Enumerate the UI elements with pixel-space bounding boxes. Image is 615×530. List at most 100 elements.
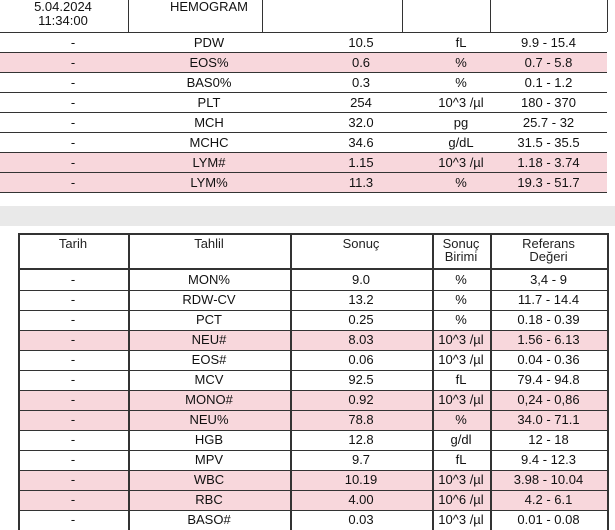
cell: 0.04 - 0.36	[517, 352, 580, 367]
header-cell: Tahlil	[194, 236, 224, 251]
cell-border	[490, 0, 491, 32]
cell: 78.8	[348, 412, 374, 427]
cell: fL	[455, 372, 467, 387]
row-border	[18, 490, 608, 491]
cell: 10^3 /µl	[438, 332, 484, 347]
cell: -	[70, 392, 76, 407]
cell: 1.56 - 6.13	[517, 332, 580, 347]
cell: 0.92	[348, 392, 374, 407]
cell: EOS#	[191, 352, 227, 367]
cell-border	[262, 0, 263, 32]
cell: -	[70, 492, 76, 507]
row-highlight	[0, 172, 607, 192]
cell: 1.15	[348, 155, 374, 170]
cell: 3.98 - 10.04	[513, 472, 584, 487]
cell: -	[70, 55, 76, 70]
header-cell: Değeri	[529, 249, 568, 264]
cell: NEU%	[189, 412, 229, 427]
cell: PCT	[196, 312, 222, 327]
row-highlight	[18, 490, 607, 510]
cell: 0.03	[348, 512, 374, 527]
cell: fL	[455, 452, 467, 467]
cell: -	[70, 332, 76, 347]
cell: LYM#	[192, 155, 226, 170]
cell: -	[70, 75, 76, 90]
cell: %	[455, 75, 467, 90]
cell: 0,24 - 0,86	[517, 392, 580, 407]
cell: 10^3 /µl	[438, 155, 484, 170]
cell: 12 - 18	[528, 432, 569, 447]
row-highlight	[18, 470, 607, 490]
cell: 0.25	[348, 312, 374, 327]
row-border	[18, 510, 608, 511]
cell: 4.2 - 6.1	[524, 492, 573, 507]
cell: 32.0	[348, 115, 374, 130]
cell: 0.01 - 0.08	[517, 512, 580, 527]
cell-border	[290, 233, 292, 530]
cell: 0.3	[351, 75, 371, 90]
cell: BASO#	[187, 512, 231, 527]
cell-border	[607, 233, 609, 530]
cell: -	[70, 272, 76, 287]
cell: fL	[455, 35, 467, 50]
cell: 10^3 /µl	[438, 95, 484, 110]
cell: LYM%	[190, 175, 228, 190]
header-border	[18, 268, 608, 270]
cell: 34.6	[348, 135, 374, 150]
cell-border	[128, 0, 129, 32]
cell: -	[70, 352, 76, 367]
cell: -	[70, 115, 76, 130]
header-cell: Tarih	[58, 236, 88, 251]
cell: 92.5	[348, 372, 374, 387]
cell: 0.6	[351, 55, 371, 70]
cell: %	[455, 412, 467, 427]
row-highlight	[18, 390, 607, 410]
cell: HGB	[194, 432, 224, 447]
row-border	[18, 350, 608, 351]
cell: -	[70, 35, 76, 50]
cell: -	[70, 95, 76, 110]
cell: %	[455, 175, 467, 190]
row-border	[18, 330, 608, 331]
cell: RBC	[195, 492, 223, 507]
cell: MCH	[194, 115, 224, 130]
cell: NEU#	[191, 332, 227, 347]
cell: g/dL	[448, 135, 474, 150]
cell: -	[70, 412, 76, 427]
cell: g/dl	[450, 432, 472, 447]
header-cell: Referans	[522, 236, 575, 251]
row-border	[0, 192, 607, 193]
separator	[0, 206, 615, 226]
row-border	[18, 470, 608, 471]
cell: 11.7 - 14.4	[517, 292, 580, 307]
cell: 12.8	[348, 432, 374, 447]
row-border	[18, 410, 608, 411]
cell: 254	[350, 95, 372, 110]
cell: -	[70, 312, 76, 327]
cell-border	[402, 0, 403, 32]
row-border	[18, 450, 608, 451]
panel-name: HEMOGRAM	[170, 0, 248, 14]
cell: -	[70, 175, 76, 190]
cell: pg	[453, 115, 469, 130]
cell: 10^3 /µl	[438, 512, 484, 527]
cell: 0.18 - 0.39	[517, 312, 580, 327]
cell-border	[128, 233, 130, 530]
cell: 9.0	[351, 272, 371, 287]
row-border	[0, 152, 607, 153]
cell: 0.06	[348, 352, 374, 367]
cell: 10^3 /µl	[438, 472, 484, 487]
cell: MCHC	[189, 135, 229, 150]
cell: 9.7	[351, 452, 371, 467]
row-border	[18, 290, 608, 291]
cell: -	[70, 432, 76, 447]
cell: 11.3	[348, 175, 374, 190]
cell: -	[70, 512, 76, 527]
cell-border	[607, 0, 608, 32]
row-highlight	[0, 152, 607, 172]
cell: %	[455, 312, 467, 327]
cell: 10^3 /µl	[438, 352, 484, 367]
cell: 10.19	[344, 472, 378, 487]
cell: PDW	[193, 35, 225, 50]
row-border	[0, 52, 607, 53]
